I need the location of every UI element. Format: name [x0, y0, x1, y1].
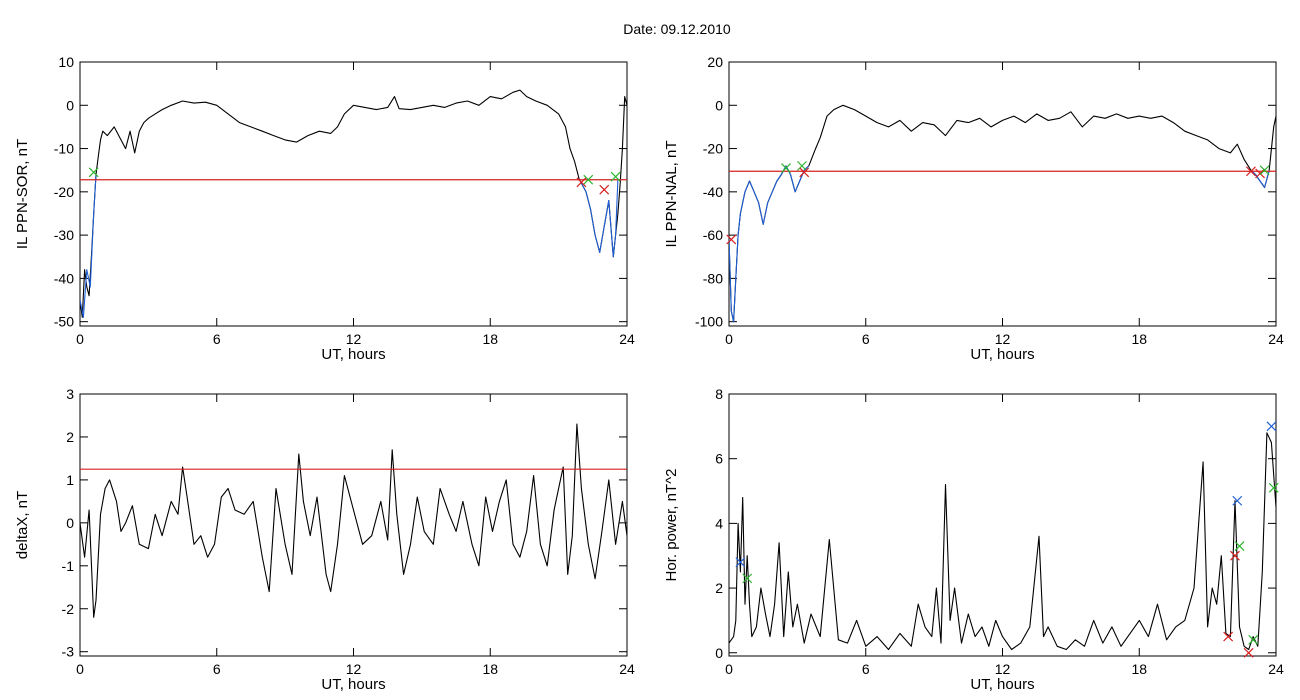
y-tick-label-2-3: -40: [703, 184, 723, 200]
marker-4-1: [735, 557, 746, 568]
y-tick-label-2-4: -60: [703, 227, 723, 243]
marker-1-2: [576, 177, 587, 188]
y-tick-label-1-2: -10: [54, 141, 74, 157]
y-axis-label-3: deltaX, nT: [14, 491, 31, 559]
plot-frame-1: [79, 61, 628, 327]
plot-frame-4: [728, 393, 1277, 657]
y-tick-label-3-5: -2: [62, 601, 75, 617]
series-line-1-2: [80, 174, 97, 318]
series-line-2-1: [729, 104, 1276, 323]
marker-4-2: [742, 573, 753, 584]
x-tick-label-1-3: 18: [482, 331, 498, 347]
series-line-1-1: [80, 89, 627, 318]
x-tick-label-2-0: 0: [725, 331, 733, 347]
x-tick-label-1-2: 12: [346, 331, 362, 347]
x-tick-label-4-4: 24: [1268, 661, 1284, 677]
x-axis-label-4: UT, hours: [970, 676, 1034, 693]
x-tick-label-4-3: 18: [1131, 661, 1147, 677]
marker-4-5: [1232, 495, 1243, 506]
series-line-1-3: [578, 178, 619, 258]
x-tick-label-4-2: 12: [995, 661, 1011, 677]
x-tick-label-2-3: 18: [1131, 331, 1147, 347]
marker-4-7: [1243, 647, 1254, 658]
marker-2-5: [1246, 166, 1256, 177]
x-tick-label-2-1: 6: [862, 331, 870, 347]
marker-2-3: [797, 160, 807, 171]
x-tick-label-3-4: 24: [619, 661, 635, 677]
x-tick-label-3-3: 18: [482, 661, 498, 677]
marker-4-4: [1230, 550, 1240, 561]
y-tick-label-1-1: 0: [66, 97, 74, 113]
x-tick-label-4-0: 0: [725, 661, 733, 677]
y-tick-label-1-0: 10: [58, 54, 74, 70]
series-line-2-2: [729, 165, 810, 323]
series-line-4-1: [729, 432, 1276, 651]
y-tick-label-2-2: -20: [703, 141, 723, 157]
y-tick-label-3-3: 0: [66, 515, 74, 531]
y-tick-label-3-1: 2: [66, 429, 74, 445]
plot-frame-3: [79, 393, 628, 657]
marker-4-8: [1248, 634, 1259, 645]
chart-panel-4: 0 6 12 18 24 8 6 4 2 0 UT, hours Hor. power, nT^2: [663, 386, 1284, 693]
marker-2-4: [799, 167, 810, 178]
x-axis-label-2: UT, hours: [970, 346, 1034, 363]
y-tick-label-4-1: 6: [715, 451, 723, 467]
marker-2-7: [1259, 165, 1270, 176]
y-tick-label-2-5: -80: [703, 270, 723, 286]
y-tick-label-2-6: -100: [695, 314, 723, 330]
x-axis-label-1: UT, hours: [321, 346, 385, 363]
plot-frame-2: [728, 61, 1277, 327]
marker-2-2: [781, 163, 791, 173]
x-tick-label-4-1: 6: [862, 661, 870, 677]
marker-2-6: [1255, 168, 1265, 179]
x-tick-label-2-4: 24: [1268, 331, 1284, 347]
y-tick-label-1-6: -50: [54, 314, 74, 330]
y-tick-label-2-0: 20: [707, 54, 723, 70]
y-tick-label-3-0: 3: [66, 386, 74, 402]
marker-1-4: [599, 184, 610, 195]
date-label: Date: 09.12.2010: [623, 21, 731, 37]
chart-panel-2: 0 6 12 18 24 20 0 -20 -40 -60 -80 -100 UT, hours IL P…: [663, 54, 1284, 363]
y-tick-label-1-5: -40: [54, 270, 74, 286]
marker-1-3: [583, 174, 594, 185]
y-tick-label-1-4: -30: [54, 227, 74, 243]
x-tick-label-1-1: 6: [213, 331, 221, 347]
marker-4-6: [1234, 541, 1245, 551]
chart-panel-1: 0 6 12 18 24 10 0 -10 -20 -30 -40 -50 UT, hours IL PP…: [14, 54, 635, 363]
x-tick-label-1-4: 24: [619, 331, 635, 347]
y-tick-label-4-4: 0: [715, 645, 723, 661]
marker-1-1: [88, 167, 99, 178]
y-tick-label-1-3: -20: [54, 184, 74, 200]
marker-2-1: [726, 234, 737, 245]
y-tick-label-2-1: 0: [715, 97, 723, 113]
y-tick-label-3-4: -1: [62, 558, 75, 574]
y-axis-label-4: Hor. power, nT^2: [663, 469, 680, 582]
y-tick-label-4-2: 4: [715, 515, 723, 531]
chart-panel-3: 0 6 12 18 24 3 2 1 0 -1 -2 -3 UT, hours deltaX, nT: [14, 386, 635, 693]
x-tick-label-3-0: 0: [76, 661, 84, 677]
marker-4-9: [1266, 421, 1277, 432]
y-tick-label-3-6: -3: [62, 644, 75, 660]
x-tick-label-2-2: 12: [995, 331, 1011, 347]
x-tick-label-3-1: 6: [213, 661, 221, 677]
series-line-3-1: [80, 423, 627, 618]
x-tick-label-3-2: 12: [346, 661, 362, 677]
y-tick-label-4-3: 2: [715, 580, 723, 596]
x-axis-label-3: UT, hours: [321, 676, 385, 693]
y-axis-label-1: IL PPN-SOR, nT: [14, 139, 31, 249]
x-tick-label-1-0: 0: [76, 331, 84, 347]
y-axis-label-2: IL PPN-NAL, nT: [663, 141, 680, 248]
y-tick-label-3-2: 1: [66, 472, 74, 488]
marker-4-3: [1223, 631, 1234, 642]
series-line-2-3: [1250, 169, 1270, 189]
marker-4-10: [1268, 482, 1279, 493]
marker-1-5: [610, 171, 621, 182]
y-tick-label-4-0: 8: [715, 386, 723, 402]
